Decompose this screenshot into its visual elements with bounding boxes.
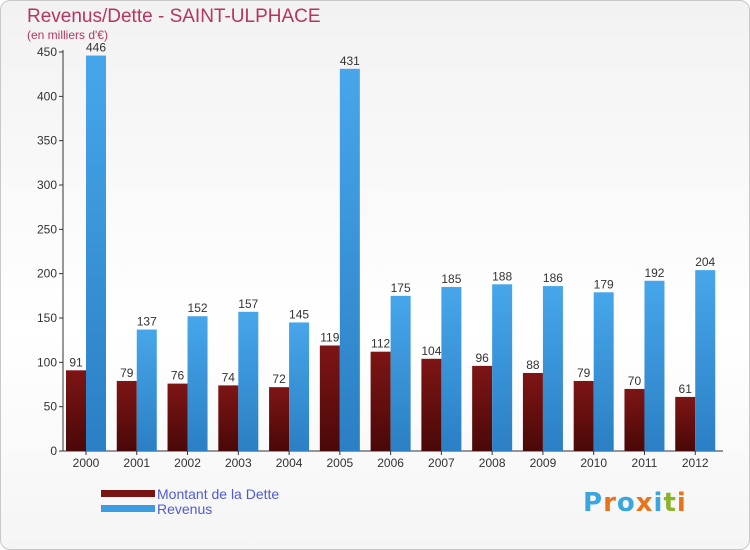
x-tick-label: 2004 [276, 456, 303, 470]
legend-revenue-swatch [101, 505, 155, 512]
legend-debt-swatch [101, 490, 155, 497]
revenue-bar [187, 316, 208, 451]
revenue-value-label: 188 [492, 269, 512, 283]
x-tick-label: 2006 [377, 456, 404, 470]
revenue-value-label: 186 [543, 271, 563, 285]
revenue-value-label: 145 [289, 307, 309, 321]
revenue-bar [86, 55, 106, 452]
debt-value-label: 88 [526, 358, 540, 372]
y-tick-label: 450 [37, 45, 57, 59]
x-tick-label: 2000 [73, 456, 100, 470]
y-tick-label: 350 [37, 134, 57, 148]
x-tick-label: 2011 [632, 456, 658, 470]
revenue-bar [238, 311, 259, 451]
debt-bar [167, 383, 188, 451]
debt-value-label: 76 [171, 369, 185, 383]
debt-bar [472, 365, 493, 451]
debt-value-label: 96 [475, 351, 489, 365]
chart-title: Revenus/Dette - SAINT-ULPHACE [27, 6, 321, 27]
revenue-value-label: 431 [340, 54, 360, 68]
revenue-value-label: 204 [695, 255, 715, 269]
x-tick-label: 2002 [174, 456, 201, 470]
logo-letter: o [616, 488, 636, 518]
logo-letter: i [653, 488, 664, 518]
debt-bar [116, 380, 137, 451]
logo-letter: r [603, 488, 617, 518]
debt-value-label: 91 [69, 355, 83, 369]
revenue-value-label: 175 [391, 281, 411, 295]
debt-value-label: 79 [577, 366, 591, 380]
debt-value-label: 70 [628, 374, 642, 388]
y-tick-label: 200 [37, 267, 57, 281]
logo-letter: P [583, 488, 604, 518]
revenue-bar [289, 322, 310, 451]
revenue-bar [695, 270, 716, 451]
debt-bar [370, 351, 391, 451]
revenue-value-label: 185 [441, 272, 461, 286]
debt-bar [624, 388, 645, 451]
debt-value-label: 119 [320, 330, 339, 344]
revenue-bar [441, 286, 462, 451]
legend-debt-label: Montant de la Dette [157, 486, 280, 502]
proxiti-logo: Proxiti [583, 488, 687, 518]
revenue-bar [542, 286, 563, 451]
revenue-bar [390, 295, 411, 451]
revenue-bar [644, 280, 665, 451]
revenue-value-label: 192 [644, 266, 664, 280]
logo-letter: i [676, 488, 687, 518]
x-tick-label: 2003 [225, 456, 252, 470]
debt-bar [421, 358, 442, 451]
debt-bar [319, 345, 340, 451]
revenue-bar [136, 329, 157, 451]
chart-subtitle: (en milliers d'€) [27, 28, 108, 42]
y-tick-label: 250 [37, 222, 57, 236]
debt-bar [269, 387, 290, 451]
legend-revenue-label: Revenus [157, 501, 213, 517]
debt-value-label: 104 [421, 344, 441, 358]
debt-value-label: 79 [120, 366, 134, 380]
revenue-bar [492, 284, 513, 451]
y-tick-label: 400 [37, 89, 57, 103]
debt-bar [522, 372, 543, 451]
y-tick-label: 100 [37, 355, 57, 369]
revenue-value-label: 152 [188, 301, 208, 315]
y-tick-label: 150 [37, 311, 57, 325]
x-tick-label: 2012 [682, 456, 709, 470]
x-tick-label: 2008 [479, 456, 506, 470]
x-tick-label: 2007 [428, 456, 455, 470]
logo-letter: t [663, 488, 677, 518]
revenue-bar [339, 68, 360, 451]
debt-bar [218, 385, 239, 451]
x-tick-label: 2009 [530, 456, 557, 470]
debt-bar [675, 396, 696, 451]
y-tick-label: 300 [37, 178, 57, 192]
revenue-value-label: 157 [238, 297, 258, 311]
revenue-value-label: 137 [137, 315, 157, 329]
revenue-value-label: 446 [86, 41, 106, 55]
debt-bar [573, 380, 594, 451]
x-tick-label: 2005 [326, 456, 353, 470]
x-tick-label: 2001 [123, 456, 150, 470]
revenue-bar [593, 292, 614, 451]
debt-value-label: 61 [679, 382, 693, 396]
revenue-value-label: 179 [594, 277, 614, 291]
x-tick-label: 2010 [580, 456, 607, 470]
debt-bar [66, 370, 86, 451]
debt-value-label: 74 [222, 370, 236, 384]
logo-letter: x [635, 488, 654, 518]
y-tick-label: 50 [44, 400, 58, 414]
y-tick-label: 0 [50, 444, 57, 458]
debt-value-label: 72 [272, 372, 286, 386]
debt-value-label: 112 [371, 337, 390, 351]
